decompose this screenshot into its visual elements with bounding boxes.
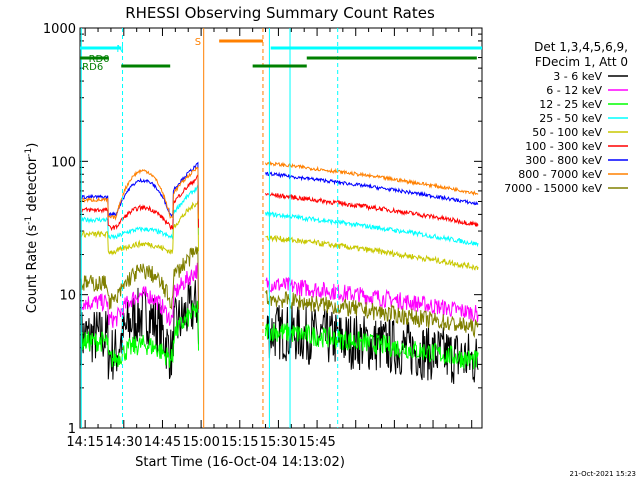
series-line (265, 191, 479, 227)
x-tick-label: 14:15 (66, 435, 103, 450)
x-tick-label: 15:30 (260, 435, 297, 450)
legend-header-fdecim: FDecim 1, Att 0 (535, 55, 628, 69)
plot-area (80, 28, 482, 429)
x-tick-label: 15:00 (182, 435, 219, 450)
render-timestamp: 21-Oct-2021 15:23 (570, 470, 636, 478)
series-line (265, 171, 479, 206)
chart-title: RHESSI Observing Summary Count Rates (125, 4, 435, 22)
legend-label: 7000 - 15000 keV (504, 182, 602, 195)
series-line (265, 290, 479, 339)
x-axis-label: Start Time (16-Oct-04 14:13:02) (135, 455, 345, 470)
series-line (80, 262, 199, 328)
series-line (80, 246, 199, 310)
y-tick-label: 10 (59, 289, 76, 304)
series-line (81, 161, 199, 218)
legend-label: 300 - 800 keV (525, 154, 602, 167)
flag-label: S (195, 37, 201, 48)
x-tick-label: 14:45 (144, 435, 181, 450)
legend-label: 50 - 100 keV (532, 126, 602, 139)
x-tick-label: 15:45 (298, 435, 335, 450)
flag-label: RD6 (82, 62, 103, 73)
legend-label: 800 - 7000 keV (518, 168, 602, 181)
legend-label: 6 - 12 keV (546, 84, 602, 97)
series-line (265, 323, 479, 370)
y-tick-label: 1 (68, 422, 76, 437)
series-line (80, 166, 199, 221)
flag-label: RD0 (89, 54, 110, 65)
series-line (81, 174, 199, 232)
series-line (80, 200, 199, 256)
flag-label: N (116, 44, 123, 55)
series-line (265, 276, 479, 322)
series-line (81, 184, 199, 241)
legend-label: 100 - 300 keV (525, 140, 602, 153)
y-tick-label: 1000 (43, 22, 76, 37)
series-line (265, 160, 479, 197)
series-line (80, 300, 199, 368)
plot-frame (79, 27, 483, 429)
x-tick-label: 14:30 (105, 435, 142, 450)
y-tick-label: 100 (51, 155, 76, 170)
legend-header-detectors: Det 1,3,4,5,6,9, (534, 40, 628, 54)
legend-label: 3 - 6 keV (553, 70, 602, 83)
legend-label: 25 - 50 keV (539, 112, 602, 125)
y-axis-label: Count Rate (s-1 detector-1) (24, 143, 40, 314)
legend-label: 12 - 25 keV (539, 98, 602, 111)
x-tick-label: 15:15 (221, 435, 258, 450)
series-line (265, 234, 479, 271)
series-line (265, 304, 479, 385)
series-line (265, 211, 479, 248)
